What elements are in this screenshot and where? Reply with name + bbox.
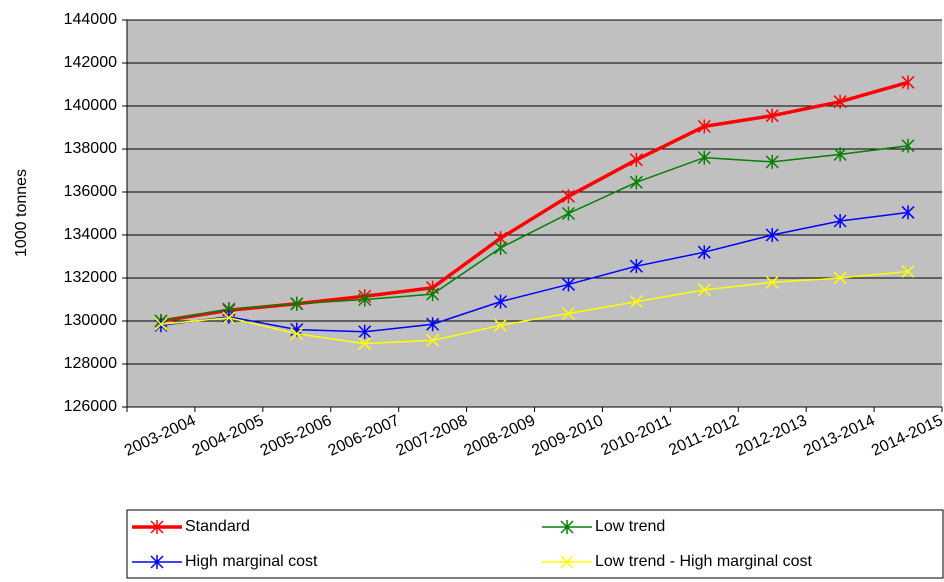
- data-point: [561, 306, 575, 321]
- data-point: [629, 152, 643, 167]
- y-tick-label: 128000: [64, 355, 117, 372]
- y-tick-label: 138000: [64, 140, 117, 157]
- y-tick-label: 126000: [64, 398, 117, 415]
- legend-label: Standard: [185, 518, 250, 535]
- legend-box: [126, 509, 944, 579]
- data-point: [697, 150, 711, 165]
- y-tick-label: 136000: [64, 183, 117, 200]
- data-point: [494, 294, 508, 309]
- data-point: [765, 108, 779, 123]
- data-point: [765, 154, 779, 169]
- x-tick-label: 2009-2010: [529, 412, 606, 460]
- data-point: [358, 292, 372, 307]
- data-point: [222, 311, 236, 325]
- x-tick-label: 2006-2007: [326, 412, 403, 460]
- legend-marker: [560, 555, 574, 569]
- data-point: [494, 318, 508, 332]
- legend-marker: [560, 520, 574, 534]
- x-tick-label: 2008-2009: [461, 412, 538, 460]
- data-point: [290, 296, 304, 311]
- x-tick-label: 2007-2008: [394, 412, 471, 460]
- data-point: [561, 189, 575, 204]
- data-point: [901, 205, 915, 220]
- data-point: [561, 206, 575, 221]
- data-point: [154, 318, 168, 333]
- data-point: [901, 265, 915, 279]
- data-point: [901, 75, 915, 90]
- x-tick-label: 2012-2013: [733, 412, 810, 460]
- x-tick-label: 2011-2012: [666, 412, 742, 459]
- y-tick-label: 130000: [64, 312, 117, 329]
- data-point: [833, 147, 847, 162]
- legend-label: Low trend: [595, 518, 665, 535]
- data-point: [358, 324, 372, 339]
- x-tick-label: 2005-2006: [258, 412, 335, 460]
- data-point: [697, 119, 711, 134]
- data-point: [629, 259, 643, 274]
- y-axis-label: 1000 tonnes: [13, 169, 30, 257]
- data-point: [290, 327, 304, 341]
- y-tick-label: 142000: [64, 54, 117, 71]
- data-point: [901, 138, 915, 153]
- series-line: [160, 145, 909, 322]
- data-point: [426, 333, 440, 347]
- x-tick-label: 2014-2015: [869, 412, 944, 460]
- y-tick-label: 134000: [64, 226, 117, 243]
- legend-marker: [150, 520, 164, 534]
- data-point: [833, 271, 847, 285]
- series-line: [160, 211, 909, 333]
- data-point: [629, 295, 643, 309]
- data-point: [697, 283, 711, 297]
- y-tick-label: 144000: [64, 11, 117, 28]
- x-tick-label: 2004-2005: [190, 412, 267, 460]
- legend-label: High marginal cost: [185, 553, 318, 570]
- y-tick-label: 140000: [64, 97, 117, 114]
- data-point: [697, 245, 711, 260]
- data-point: [833, 214, 847, 229]
- data-point: [765, 228, 779, 242]
- data-point: [833, 94, 847, 109]
- y-tick-label: 132000: [64, 269, 117, 286]
- x-tick-label: 2003-2004: [122, 412, 199, 460]
- data-point: [494, 240, 508, 255]
- data-point: [629, 175, 643, 190]
- data-point: [561, 277, 575, 292]
- data-point: [426, 287, 440, 302]
- legend-label: Low trend - High marginal cost: [595, 553, 813, 570]
- data-point: [426, 317, 440, 332]
- series-line: [160, 270, 909, 345]
- x-tick-label: 2010-2011: [598, 412, 674, 459]
- data-point: [222, 309, 236, 324]
- legend-marker: [150, 555, 164, 569]
- data-point: [154, 317, 168, 331]
- data-point: [765, 275, 779, 289]
- plot-area: [127, 20, 942, 407]
- x-tick-label: 2013-2014: [801, 412, 878, 460]
- data-point: [358, 337, 372, 351]
